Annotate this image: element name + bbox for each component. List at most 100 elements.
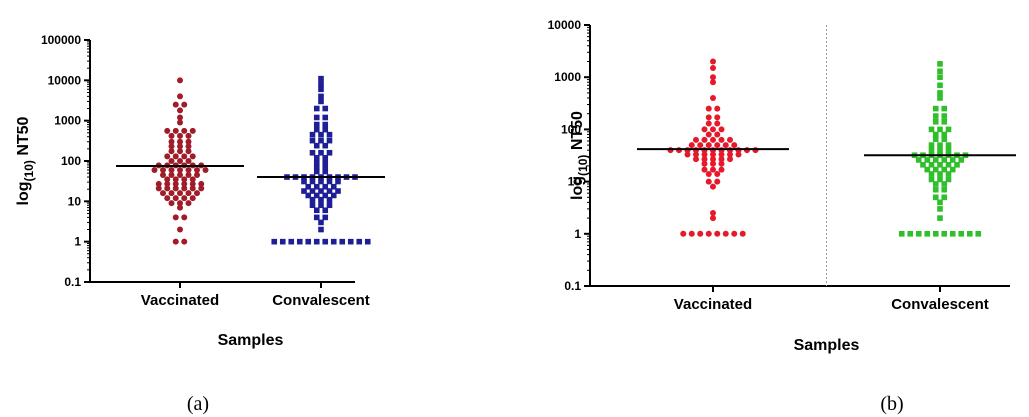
- data-point: [932, 166, 939, 173]
- data-point: [330, 238, 337, 245]
- data-point: [954, 161, 960, 168]
- data-point: [198, 185, 205, 192]
- data-point: [301, 188, 307, 194]
- data-point: [318, 149, 324, 156]
- data-point: [718, 166, 725, 173]
- y-tick-label: 1000: [554, 70, 581, 84]
- data-point: [168, 166, 175, 173]
- data-point: [326, 188, 333, 194]
- data-point: [928, 161, 935, 168]
- y-axis-label-main: log: [569, 176, 586, 200]
- data-point: [705, 142, 712, 149]
- data-point: [697, 142, 704, 149]
- data-point: [966, 231, 973, 237]
- data-point: [185, 166, 192, 173]
- data-point: [941, 194, 948, 201]
- data-point: [177, 93, 183, 100]
- y-axis-label-rest: NT50: [569, 111, 586, 155]
- data-point: [945, 126, 952, 133]
- data-point: [932, 194, 939, 201]
- data-point: [941, 131, 948, 138]
- data-point: [185, 132, 192, 139]
- data-point: [693, 151, 699, 158]
- data-point: [313, 192, 320, 199]
- data-point: [177, 138, 183, 145]
- data-point: [710, 126, 716, 133]
- data-point: [172, 180, 179, 187]
- data-point: [928, 176, 935, 183]
- data-point: [185, 158, 192, 164]
- data-point: [693, 136, 699, 143]
- data-point: [735, 151, 742, 158]
- data-point: [313, 168, 320, 175]
- data-point: [356, 238, 363, 245]
- data-point: [322, 121, 329, 128]
- data-point: [309, 131, 316, 138]
- data-point: [305, 238, 312, 245]
- y-axis-label-sub: (10): [576, 155, 590, 176]
- data-point: [326, 131, 333, 138]
- data-point: [714, 114, 721, 121]
- data-point: [693, 156, 699, 163]
- data-point: [181, 180, 188, 187]
- data-point: [941, 157, 948, 163]
- data-point: [688, 142, 695, 149]
- data-point: [975, 231, 982, 237]
- data-point: [189, 180, 196, 187]
- data-point: [194, 171, 200, 178]
- data-point: [189, 176, 196, 183]
- data-point: [160, 190, 166, 197]
- data-point: [168, 158, 175, 164]
- data-point: [701, 126, 708, 133]
- data-point: [164, 176, 171, 183]
- data-point: [313, 105, 320, 112]
- data-point: [318, 98, 324, 105]
- data-point: [680, 230, 687, 237]
- data-point: [330, 183, 337, 190]
- data-point: [177, 200, 183, 207]
- data-point: [701, 156, 708, 163]
- data-point: [189, 185, 196, 192]
- data-point: [322, 155, 329, 161]
- data-point: [937, 82, 943, 89]
- data-point: [189, 195, 196, 202]
- data-point: [322, 126, 329, 133]
- data-point: [945, 161, 952, 168]
- data-point: [202, 166, 209, 173]
- data-point: [164, 185, 171, 192]
- data-point: [177, 132, 183, 139]
- data-point: [949, 166, 956, 173]
- data-point: [932, 157, 939, 163]
- data-point: [937, 126, 943, 133]
- data-point: [945, 176, 952, 183]
- data-point: [155, 185, 162, 192]
- data-point: [937, 215, 943, 221]
- data-point: [924, 166, 931, 173]
- x-category-label: Vaccinated: [141, 292, 219, 309]
- data-point: [710, 166, 716, 173]
- data-point: [932, 131, 939, 138]
- data-point: [945, 142, 952, 148]
- data-point: [941, 113, 948, 119]
- data-point: [928, 147, 935, 153]
- data-point: [322, 207, 329, 214]
- data-point: [727, 151, 733, 158]
- data-point: [313, 164, 320, 171]
- data-point: [181, 185, 188, 192]
- x-axis-label: Samples: [218, 332, 284, 349]
- data-point: [296, 238, 303, 245]
- data-point: [322, 238, 329, 245]
- y-axis-label: log(10) NT50: [15, 116, 36, 205]
- data-point: [318, 219, 324, 226]
- data-point: [727, 136, 733, 143]
- data-point: [198, 180, 205, 187]
- data-point: [177, 107, 183, 114]
- data-point: [945, 171, 952, 177]
- data-point: [915, 231, 922, 237]
- data-point: [739, 230, 746, 237]
- data-point: [160, 166, 166, 173]
- y-tick-label: 1: [574, 227, 581, 241]
- data-point: [322, 192, 329, 199]
- data-point: [718, 136, 725, 143]
